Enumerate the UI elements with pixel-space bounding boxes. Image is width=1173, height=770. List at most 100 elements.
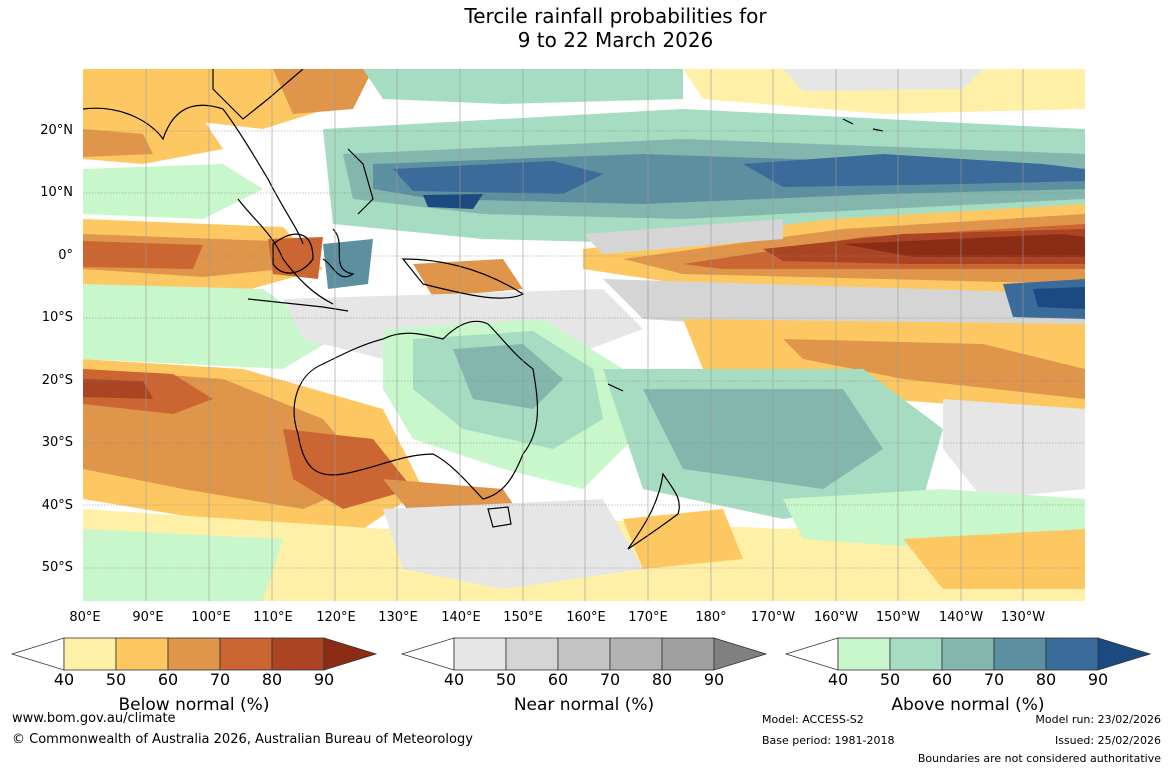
base-period: Base period: 1981-2018 <box>762 734 895 747</box>
legend-title-below: Below normal (%) <box>118 695 270 715</box>
legend-tick: 50 <box>495 670 517 689</box>
philippines-coastline <box>347 148 374 215</box>
legend-tick: 80 <box>1035 670 1057 689</box>
lon-label: 150°E <box>503 610 543 625</box>
lat-label: 10°S <box>41 310 73 325</box>
colorbar-lower-triangle <box>10 637 65 671</box>
colorbar-swatch <box>941 637 995 671</box>
gridlines-lon <box>145 69 1024 601</box>
lon-label: 170°W <box>750 610 796 625</box>
lon-label: 140°E <box>441 610 481 625</box>
below-normal-area <box>283 429 413 509</box>
above-normal-area <box>423 194 483 209</box>
legend-tick: 70 <box>599 670 621 689</box>
legend-tick: 90 <box>313 670 335 689</box>
above-normal-area <box>1033 287 1085 309</box>
colorbar-swatch <box>661 637 715 671</box>
lon-label: 140°W <box>938 610 984 625</box>
below-normal-area <box>843 234 1085 257</box>
australia-coastline <box>293 320 538 500</box>
below-normal-area <box>623 509 743 569</box>
model-run-date: Model run: 23/02/2026 <box>1035 713 1161 726</box>
lat-label: 30°S <box>41 435 73 450</box>
below-normal-colorbar <box>10 637 378 671</box>
borneo-coastline <box>272 233 314 274</box>
lon-label: 130°W <box>1000 610 1046 625</box>
hawaii-coastline <box>842 118 884 132</box>
lon-label: 160°W <box>813 610 859 625</box>
new-zealand-coastline <box>627 472 680 550</box>
below-normal-area <box>83 379 153 399</box>
boundaries-disclaimer: Boundaries are not considered authoritat… <box>917 752 1161 765</box>
colorbar-upper-triangle <box>713 637 768 671</box>
below-normal-area <box>83 129 153 157</box>
legend-tick: 60 <box>157 670 179 689</box>
lat-label: 20°S <box>41 373 73 388</box>
near-normal-area <box>943 399 1085 499</box>
lon-label: 90°E <box>132 610 164 625</box>
colorbar-swatch <box>505 637 559 671</box>
colorbar-swatch <box>271 637 325 671</box>
legend-tick: 40 <box>443 670 465 689</box>
lat-label: 10°N <box>40 185 73 200</box>
below-normal-area <box>783 339 1085 399</box>
china-coastline <box>212 69 304 120</box>
legend-title-near: Near normal (%) <box>513 695 655 715</box>
colorbar-swatch <box>115 637 169 671</box>
legend-near-normal <box>400 637 768 671</box>
lon-label: 160°E <box>566 610 606 625</box>
lon-label: 110°E <box>253 610 293 625</box>
lat-label: 20°N <box>40 123 73 138</box>
above-normal-area <box>83 529 283 601</box>
below-normal-area <box>413 259 523 297</box>
lon-label: 100°E <box>191 610 231 625</box>
legend-tick: 50 <box>879 670 901 689</box>
legend-tick: 80 <box>261 670 283 689</box>
colorbar-swatch <box>837 637 891 671</box>
java-coastline <box>247 298 349 312</box>
above-normal-area <box>643 389 883 489</box>
colorbar-swatch <box>993 637 1047 671</box>
legend-tick: 70 <box>983 670 1005 689</box>
colorbar-swatch <box>557 637 611 671</box>
sulawesi-coastline <box>322 228 355 278</box>
below-normal-area <box>268 237 323 279</box>
colorbar-lower-triangle <box>784 637 839 671</box>
lon-label: 120°E <box>316 610 356 625</box>
website-link[interactable]: www.bom.gov.au/climate <box>12 711 176 726</box>
legend-tick: 40 <box>53 670 75 689</box>
asia-coastline <box>83 104 304 245</box>
below-normal-area <box>903 529 1085 589</box>
above-normal-area <box>743 154 1085 187</box>
colorbar-swatch <box>219 637 273 671</box>
above-normal-area <box>393 161 603 194</box>
below-normal-area <box>683 69 1085 114</box>
lon-label: 130°E <box>378 610 418 625</box>
legend-tick: 40 <box>827 670 849 689</box>
rainfall-probability-map <box>83 69 1085 601</box>
copyright-text: © Commonwealth of Australia 2026, Austra… <box>12 732 473 747</box>
below-normal-area <box>273 69 373 114</box>
issued-date: Issued: 25/02/2026 <box>1054 734 1161 747</box>
colorbar-swatch <box>453 637 507 671</box>
near-normal-colorbar <box>400 637 768 671</box>
above-normal-area <box>323 239 373 289</box>
lon-label: 80°E <box>69 610 101 625</box>
tasmania-coastline <box>487 506 512 528</box>
gridlines <box>83 130 1085 569</box>
above-normal-area <box>83 284 333 369</box>
above-normal-area <box>83 164 263 219</box>
legend-below-normal <box>10 637 378 671</box>
chart-title: Tercile rainfall probabilities for 9 to … <box>0 4 1173 52</box>
above-normal-area <box>453 344 563 409</box>
new-caledonia-coastline <box>607 383 624 392</box>
near-normal-area <box>383 499 643 589</box>
near-normal-area <box>783 69 983 91</box>
above-normal-colorbar <box>784 637 1152 671</box>
below-normal-area <box>83 69 343 129</box>
lon-label: 170°E <box>628 610 668 625</box>
title-line-2: 9 to 22 March 2026 <box>517 28 714 52</box>
colorbar-swatch <box>167 637 221 671</box>
colorbar-swatch <box>1045 637 1099 671</box>
lat-label: 0° <box>58 248 73 263</box>
